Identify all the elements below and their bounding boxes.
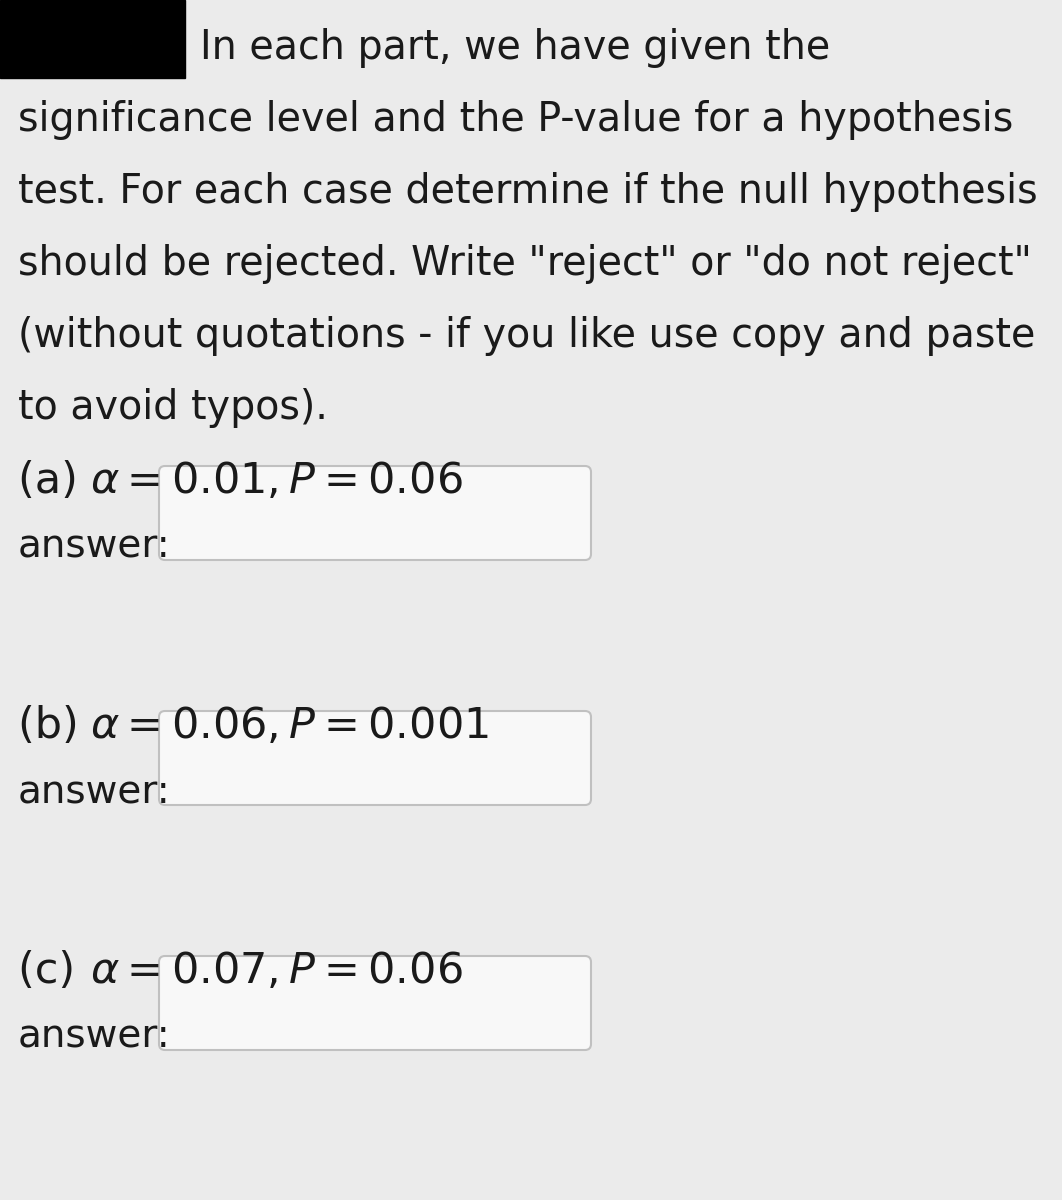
Text: answer:: answer: — [18, 528, 171, 566]
Text: $\alpha = 0.01, P = 0.06$: $\alpha = 0.01, P = 0.06$ — [90, 460, 463, 502]
Text: $\alpha = 0.06, P = 0.001$: $\alpha = 0.06, P = 0.001$ — [90, 704, 489, 746]
Text: test. For each case determine if the null hypothesis: test. For each case determine if the nul… — [18, 172, 1038, 212]
FancyBboxPatch shape — [159, 956, 590, 1050]
Text: $\alpha = 0.07, P = 0.06$: $\alpha = 0.07, P = 0.06$ — [90, 950, 463, 992]
Text: (without quotations - if you like use copy and paste: (without quotations - if you like use co… — [18, 316, 1035, 356]
Text: should be rejected. Write "reject" or "do not reject": should be rejected. Write "reject" or "d… — [18, 244, 1032, 284]
Text: (b): (b) — [18, 704, 92, 746]
Text: (c): (c) — [18, 950, 89, 992]
FancyBboxPatch shape — [159, 466, 590, 560]
Text: In each part, we have given the: In each part, we have given the — [200, 28, 830, 68]
Bar — [0, 0, 185, 78]
Text: answer:: answer: — [18, 773, 171, 811]
Text: answer:: answer: — [18, 1018, 171, 1056]
Text: (a): (a) — [18, 460, 91, 502]
Text: to avoid typos).: to avoid typos). — [18, 388, 328, 428]
Text: significance level and the P-value for a hypothesis: significance level and the P-value for a… — [18, 100, 1013, 140]
FancyBboxPatch shape — [159, 710, 590, 805]
